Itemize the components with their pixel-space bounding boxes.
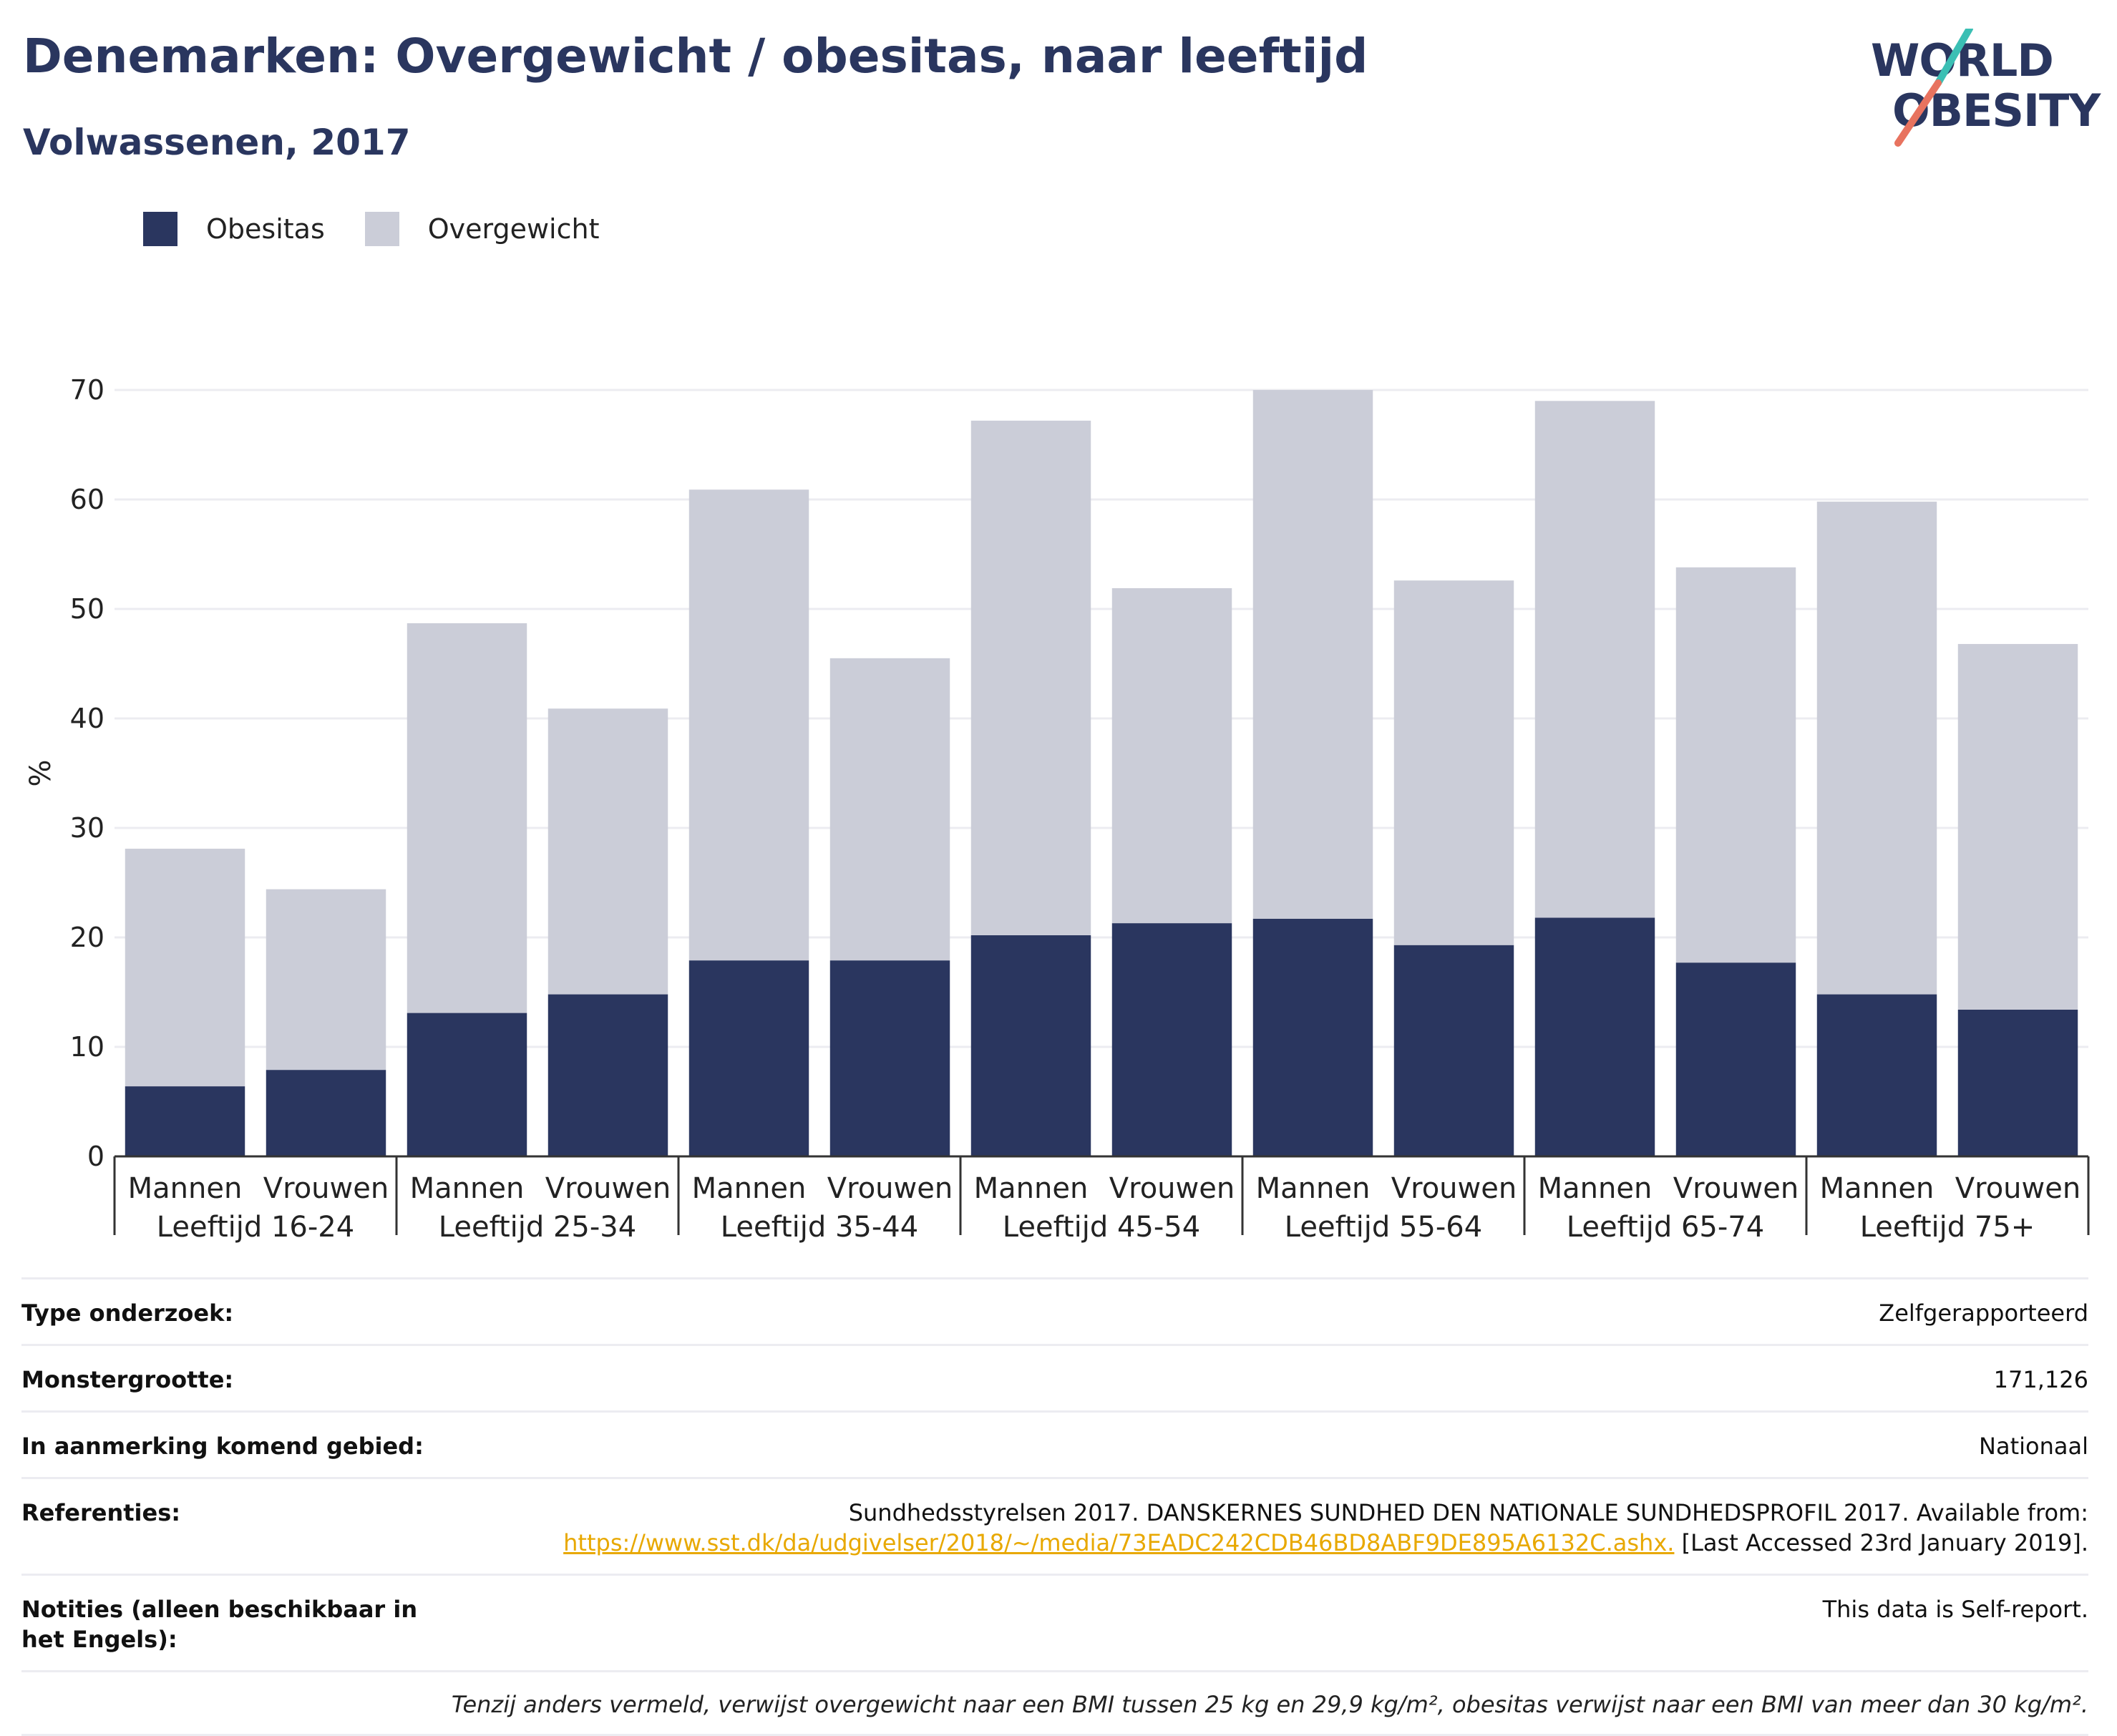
bar-obesitas-6	[970, 935, 1091, 1156]
bar-obesitas-10	[1534, 917, 1655, 1156]
bar-obesitas-2	[407, 1013, 527, 1156]
bar-obesitas-11	[1675, 962, 1796, 1156]
info-row-references: Referenties: Sundhedsstyrelsen 2017. DAN…	[21, 1477, 2088, 1574]
info-label: Type onderzoek:	[21, 1299, 234, 1327]
logo-slash-icon	[1894, 29, 1973, 147]
legend-swatch-overgewicht	[364, 212, 399, 246]
info-table: Type onderzoek: Zelfgerapporteerd Monste…	[21, 1277, 2088, 1736]
x-category-label: Vrouwen	[1109, 1172, 1235, 1205]
bar-obesitas-4	[688, 960, 809, 1156]
bar-overgewicht-4	[688, 489, 809, 961]
bar-overgewicht-1	[266, 889, 386, 1071]
x-category-label: Mannen	[1538, 1172, 1653, 1205]
bar-overgewicht-10	[1534, 401, 1655, 918]
x-category-label: Vrouwen	[263, 1172, 389, 1205]
bar-obesitas-0	[125, 1086, 245, 1156]
bar-obesitas-12	[1816, 994, 1937, 1156]
footnote: Tenzij anders vermeld, verwijst overgewi…	[21, 1670, 2088, 1736]
y-tick-label: 30	[70, 812, 104, 844]
bar-overgewicht-0	[125, 849, 245, 1087]
bar-overgewicht-13	[1957, 643, 2078, 1010]
bar-obesitas-1	[266, 1070, 386, 1156]
bar-obesitas-7	[1111, 923, 1232, 1156]
x-group-label: Leeftijd 75+	[1860, 1211, 2035, 1244]
legend-item-overgewicht[interactable]: Overgewicht	[364, 212, 600, 246]
info-row-sample-size: Monstergrootte: 171,126	[21, 1344, 2088, 1410]
world-obesity-logo: WORLD OBESITY	[1869, 29, 2101, 154]
x-category-label: Vrouwen	[827, 1172, 953, 1205]
bar-obesitas-13	[1957, 1009, 2078, 1156]
y-tick-label: 70	[70, 374, 104, 406]
x-category-label: Mannen	[974, 1172, 1089, 1205]
bar-overgewicht-6	[970, 420, 1091, 935]
bar-overgewicht-9	[1393, 580, 1514, 945]
y-tick-label: 60	[70, 484, 104, 515]
legend-item-obesitas[interactable]: Obesitas	[143, 212, 325, 246]
y-tick-label: 40	[70, 703, 104, 734]
bar-obesitas-3	[548, 994, 668, 1156]
y-tick-label: 10	[70, 1031, 104, 1063]
x-group-label: Leeftijd 16-24	[157, 1211, 354, 1244]
bar-overgewicht-3	[548, 708, 668, 995]
x-group-label: Leeftijd 55-64	[1285, 1211, 1482, 1244]
x-group-label: Leeftijd 25-34	[439, 1211, 636, 1244]
info-label: In aanmerking komend gebied:	[21, 1433, 424, 1460]
stacked-bar-chart: 0 10 20 30 40 50 60 70% Mannen Vrouwen Mannen Vrouw…	[24, 374, 2090, 1244]
bar-overgewicht-5	[829, 658, 950, 961]
y-tick-label: 0	[87, 1141, 104, 1172]
x-category-label: Vrouwen	[1673, 1172, 1799, 1205]
info-row-survey-type: Type onderzoek: Zelfgerapporteerd	[21, 1277, 2088, 1344]
bar-overgewicht-7	[1111, 587, 1232, 924]
reference-text: Sundhedsstyrelsen 2017. DANSKERNES SUNDH…	[848, 1499, 2088, 1526]
page-subtitle: Volwassenen, 2017	[23, 122, 411, 163]
x-group-label: Leeftijd 45-54	[1003, 1211, 1200, 1244]
x-category-label: Vrouwen	[1955, 1172, 2080, 1205]
info-value: This data is Self-report.	[1822, 1596, 2088, 1623]
legend-swatch-obesitas	[143, 212, 177, 246]
bar-obesitas-5	[829, 960, 950, 1156]
y-tick-label: 50	[70, 593, 104, 625]
info-label: Monstergrootte:	[21, 1366, 234, 1393]
x-group-label: Leeftijd 35-44	[721, 1211, 918, 1244]
bar-overgewicht-8	[1252, 390, 1373, 919]
x-group-label: Leeftijd 65-74	[1567, 1211, 1764, 1244]
chart-legend: Obesitas Overgewicht	[143, 212, 640, 246]
info-label: Notities (alleen beschikbaar in het Enge…	[21, 1596, 418, 1653]
bar-obesitas-8	[1252, 918, 1373, 1156]
x-category-label: Mannen	[692, 1172, 807, 1205]
info-value: 171,126	[1993, 1366, 2088, 1393]
legend-label-overgewicht: Overgewicht	[427, 213, 600, 245]
x-category-label: Vrouwen	[1391, 1172, 1517, 1205]
info-label: Referenties:	[21, 1499, 181, 1526]
info-value: Nationaal	[1979, 1433, 2088, 1460]
info-value: Zelfgerapporteerd	[1879, 1299, 2088, 1327]
reference-accessed: [Last Accessed 23rd January 2019].	[1674, 1529, 2088, 1556]
legend-label-obesitas: Obesitas	[206, 213, 325, 245]
x-category-label: Vrouwen	[545, 1172, 671, 1205]
bar-obesitas-9	[1393, 945, 1514, 1156]
x-category-label: Mannen	[1256, 1172, 1371, 1205]
page-title: Denemarken: Overgewicht / obesitas, naar…	[23, 29, 1368, 84]
info-row-area: In aanmerking komend gebied: Nationaal	[21, 1410, 2088, 1477]
y-tick-label: 20	[70, 922, 104, 953]
logo-line-2: OBESITY	[1892, 84, 2101, 137]
bar-overgewicht-11	[1675, 567, 1796, 963]
x-category-label: Mannen	[1820, 1172, 1934, 1205]
info-value: Sundhedsstyrelsen 2017. DANSKERNES SUNDH…	[465, 1498, 2088, 1558]
info-row-notes: Notities (alleen beschikbaar in het Enge…	[21, 1574, 2088, 1670]
y-axis-label: %	[24, 759, 57, 786]
x-category-label: Mannen	[128, 1172, 243, 1205]
reference-link[interactable]: https://www.sst.dk/da/udgivelser/2018/~/…	[563, 1529, 1675, 1556]
bar-overgewicht-12	[1816, 502, 1937, 995]
x-category-label: Mannen	[410, 1172, 525, 1205]
bar-overgewicht-2	[407, 623, 527, 1013]
